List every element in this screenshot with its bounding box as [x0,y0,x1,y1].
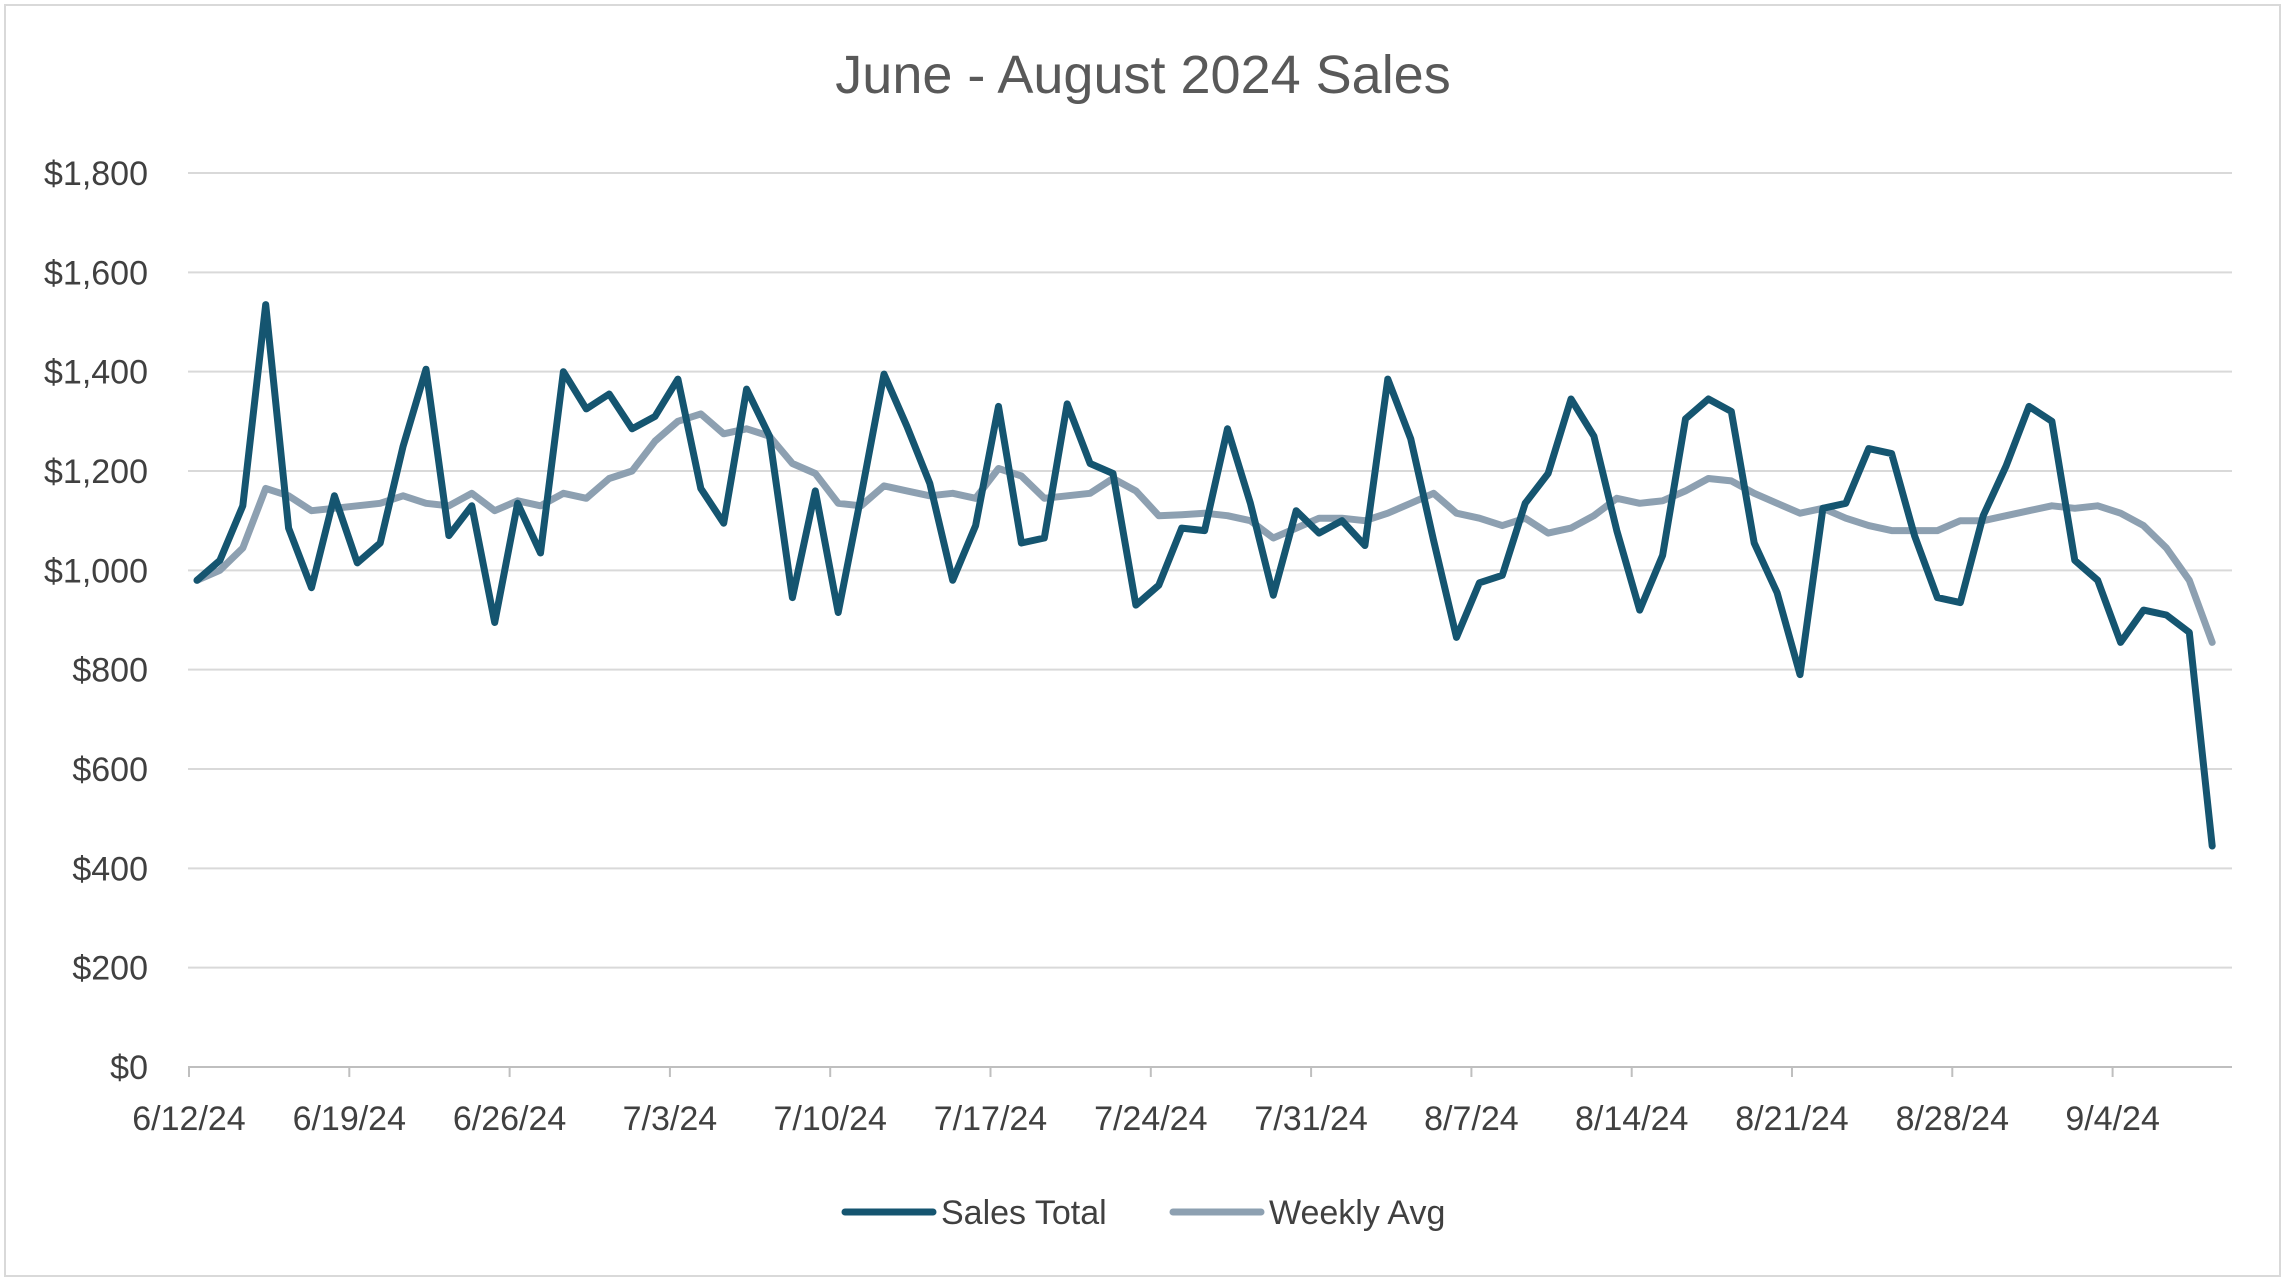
y-tick-label: $1,200 [44,453,148,491]
x-tick-label: 9/4/24 [2065,1100,2160,1138]
legend-item-sales-total: Sales Total [841,1194,1107,1232]
chart-title: June - August 2024 Sales [835,45,1450,105]
legend-label: Sales Total [941,1194,1107,1232]
x-tick-label: 7/10/24 [773,1100,886,1138]
y-tick-label: $1,600 [44,254,148,292]
y-tick-label: $800 [72,652,148,690]
x-tick-label: 7/24/24 [1094,1100,1207,1138]
legend: Sales Total Weekly Avg [841,1194,1445,1232]
gridlines [188,172,2232,969]
x-tick-label: 6/19/24 [293,1100,406,1138]
y-tick-label: $1,800 [44,155,148,193]
series-line-sales-total [193,301,2216,850]
x-axis-ticks: 6/12/24 6/19/24 6/26/24 7/3/24 7/10/24 7/17/2… [132,1067,2160,1138]
series-line-weekly-avg [193,410,2216,646]
y-tick-label: $1,400 [44,354,148,392]
legend-item-weekly-avg: Weekly Avg [1169,1194,1445,1232]
y-tick-label: $200 [72,950,148,988]
x-tick-label: 8/14/24 [1575,1100,1688,1138]
x-tick-label: 7/3/24 [623,1100,718,1138]
series-lines [193,301,2216,850]
x-tick-label: 7/31/24 [1254,1100,1367,1138]
x-tick-label: 8/28/24 [1896,1100,2009,1138]
x-tick-label: 6/26/24 [453,1100,566,1138]
y-tick-label: $400 [72,850,148,888]
x-tick-label: 7/17/24 [934,1100,1047,1138]
chart-frame [4,4,2281,1277]
legend-label: Weekly Avg [1269,1194,1445,1232]
x-tick-label: 8/21/24 [1735,1100,1848,1138]
y-tick-label: $0 [110,1049,148,1087]
y-tick-label: $1,000 [44,552,148,590]
x-tick-label: 8/7/24 [1424,1100,1519,1138]
y-tick-label: $600 [72,751,148,789]
x-tick-label: 6/12/24 [132,1100,245,1138]
y-axis-ticks: $0 $200 $400 $600 $800 $1,000 $1,200 $1,400 $1,6… [44,155,148,1087]
